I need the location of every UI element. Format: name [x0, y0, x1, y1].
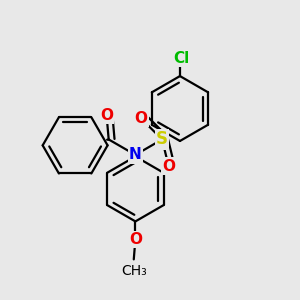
- Text: Cl: Cl: [173, 51, 190, 66]
- Text: O: O: [162, 159, 175, 174]
- Text: CH₃: CH₃: [121, 264, 147, 278]
- Text: O: O: [129, 232, 142, 247]
- Text: N: N: [129, 147, 142, 162]
- Text: S: S: [156, 130, 168, 148]
- Text: O: O: [100, 108, 113, 123]
- Text: O: O: [134, 111, 148, 126]
